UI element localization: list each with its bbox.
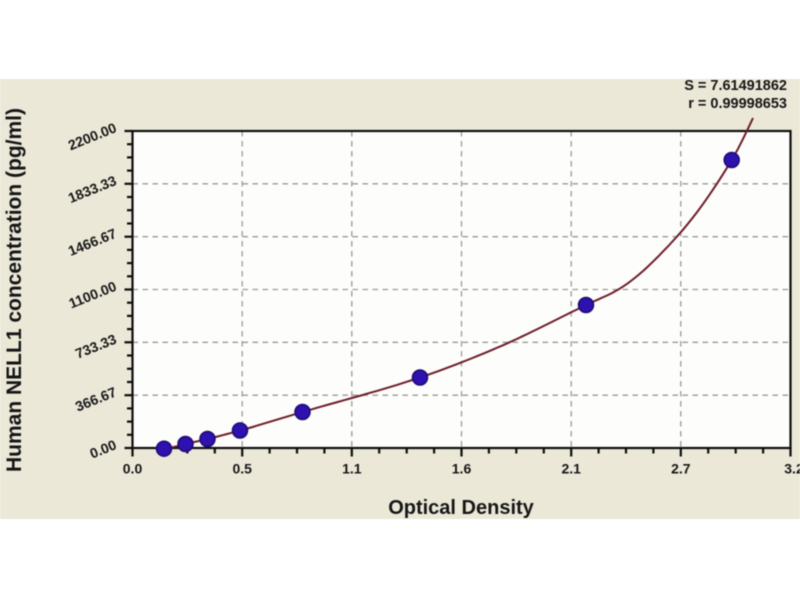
svg-text:2.7: 2.7 (671, 461, 691, 477)
svg-text:0.0: 0.0 (123, 461, 143, 477)
svg-text:0.5: 0.5 (232, 461, 252, 477)
svg-text:1.1: 1.1 (342, 461, 362, 477)
svg-text:3.2: 3.2 (784, 461, 800, 477)
svg-text:2.1: 2.1 (561, 461, 581, 477)
svg-text:1.6: 1.6 (452, 461, 472, 477)
svg-text:Optical Density: Optical Density (388, 497, 534, 519)
svg-text:S = 7.61491862: S = 7.61491862 (684, 78, 787, 94)
svg-text:Human NELL1 concentration (pg/: Human NELL1 concentration (pg/ml) (3, 108, 26, 472)
svg-text:r = 0.99998653: r = 0.99998653 (688, 96, 787, 112)
